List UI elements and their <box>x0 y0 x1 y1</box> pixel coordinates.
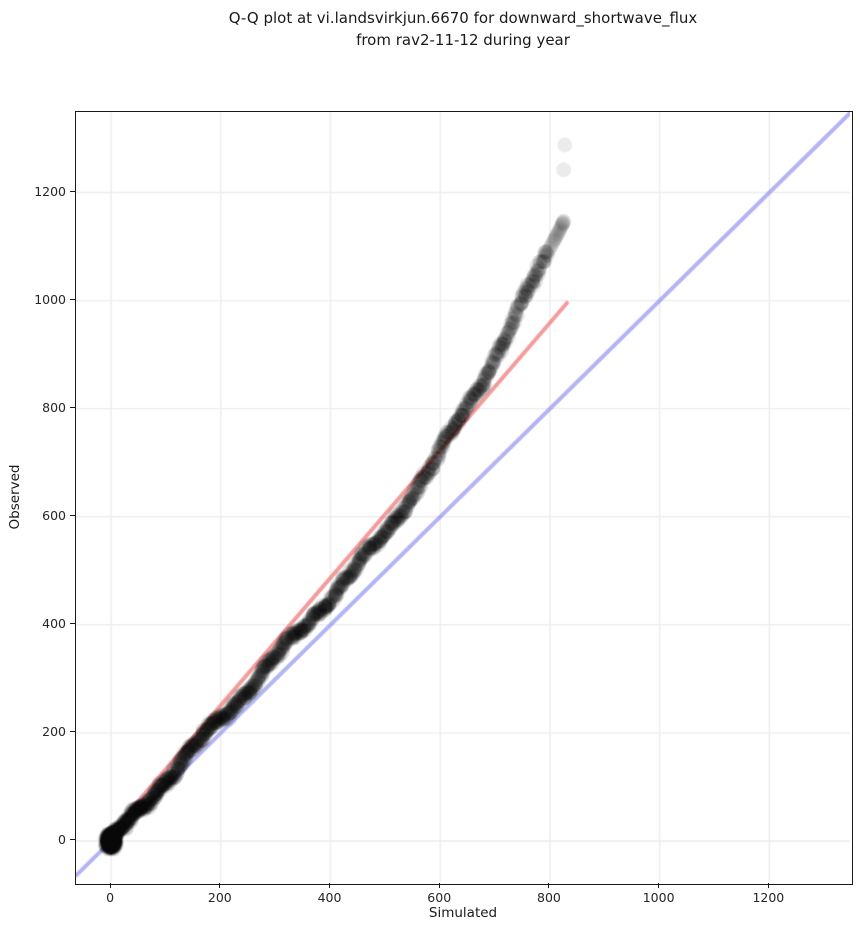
x-axis-label: Simulated <box>428 905 498 921</box>
x-tick-mark <box>109 883 111 888</box>
chart-title: Q-Q plot at vi.landsvirkjun.6670 for dow… <box>75 7 851 51</box>
chart-title-line1: Q-Q plot at vi.landsvirkjun.6670 for dow… <box>228 9 698 27</box>
y-tick-label: 800 <box>42 399 66 415</box>
y-tick-label: 0 <box>58 831 66 847</box>
x-tick-label: 200 <box>207 890 232 905</box>
x-tick-mark <box>658 883 660 888</box>
y-tick-label: 1200 <box>34 183 66 199</box>
x-tick-label: 0 <box>106 890 115 905</box>
y-tick-mark <box>70 839 75 841</box>
y-tick-mark <box>70 515 75 517</box>
y-tick-mark <box>70 407 75 409</box>
y-tick-mark <box>70 623 75 625</box>
x-tick-mark <box>329 883 331 888</box>
qq-canvas <box>76 112 850 882</box>
y-tick-mark <box>70 191 75 192</box>
x-tick-label: 1000 <box>642 890 675 905</box>
x-tick-label: 400 <box>317 890 342 905</box>
x-tick-mark <box>219 883 221 888</box>
x-tick-label: 600 <box>427 890 452 905</box>
x-tick-mark <box>438 883 440 888</box>
x-tick-label: 1200 <box>752 890 785 905</box>
y-tick-mark <box>70 299 75 301</box>
x-tick-mark <box>548 883 550 888</box>
y-tick-label: 600 <box>42 507 66 523</box>
y-tick-label: 200 <box>42 723 66 739</box>
plot-area <box>75 111 853 885</box>
y-tick-label: 1000 <box>34 291 66 307</box>
chart-title-line2: from rav2-11-12 during year <box>356 31 570 49</box>
y-axis-label: Observed <box>7 464 23 530</box>
x-tick-mark <box>767 883 769 888</box>
y-tick-mark <box>70 731 75 733</box>
y-tick-label: 400 <box>42 615 66 631</box>
x-tick-label: 800 <box>537 890 561 905</box>
